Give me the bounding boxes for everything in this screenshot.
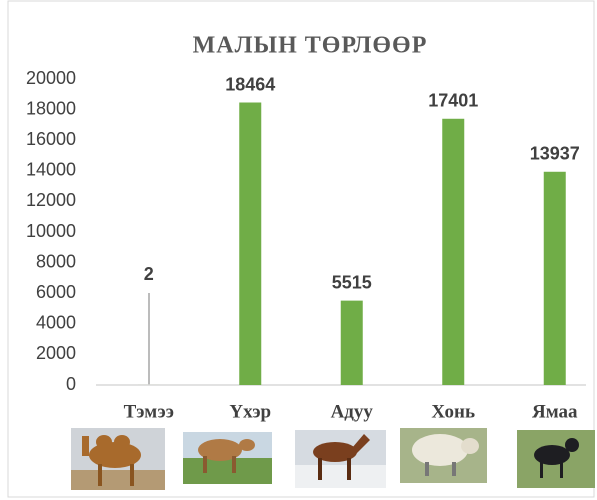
y-tick-label: 12000	[26, 190, 76, 210]
value-label: 2	[144, 264, 154, 284]
bar	[341, 301, 363, 385]
value-label: 18464	[225, 74, 275, 94]
y-tick-label: 16000	[26, 129, 76, 149]
chart-border	[8, 1, 594, 497]
camel-photo	[71, 428, 165, 490]
goat-photo	[517, 430, 595, 488]
y-tick-label: 0	[66, 374, 76, 394]
bar	[544, 172, 566, 385]
y-tick-label: 8000	[36, 251, 76, 271]
x-tick-label: Адуу	[331, 401, 374, 422]
y-tick-label: 10000	[26, 221, 76, 241]
y-tick-label: 14000	[26, 160, 76, 180]
y-tick-label: 6000	[36, 282, 76, 302]
y-tick-label: 18000	[26, 98, 76, 118]
y-tick-label: 4000	[36, 313, 76, 333]
cow-photo	[183, 432, 272, 484]
bar	[442, 119, 464, 385]
bar	[239, 103, 261, 385]
x-tick-label: Тэмээ	[124, 401, 174, 422]
y-tick-label: 20000	[26, 68, 76, 88]
chart: МАЛЫН ТӨРЛӨӨР	[0, 0, 597, 500]
chart-title: МАЛЫН ТӨРЛӨӨР	[193, 33, 428, 59]
value-label: 5515	[332, 272, 372, 292]
value-label: 13937	[530, 144, 580, 164]
horse-photo	[295, 430, 386, 488]
value-label: 17401	[428, 91, 478, 111]
x-tick-label: Ямаа	[532, 401, 578, 422]
x-tick-label: Үхэр	[229, 401, 271, 422]
y-tick-label: 2000	[36, 343, 76, 363]
sheep-photo	[400, 428, 487, 483]
x-tick-label: Хонь	[431, 401, 475, 422]
